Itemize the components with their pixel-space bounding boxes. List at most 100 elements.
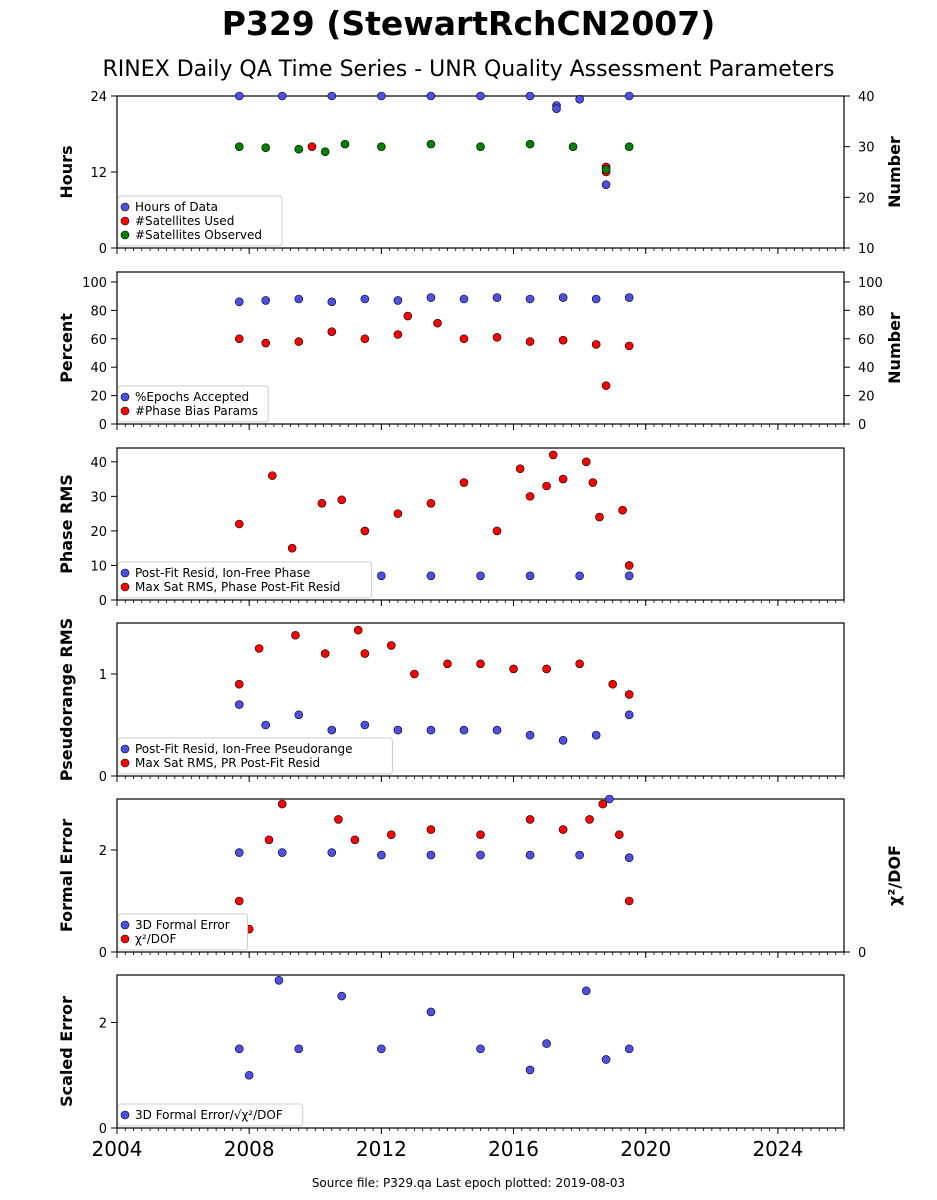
data-point [476, 1044, 485, 1054]
x-tick-label: 2020 [620, 1137, 671, 1161]
data-point [353, 625, 363, 635]
data-point [525, 850, 535, 860]
y-tick-label: 10 [90, 559, 107, 574]
legend-marker [120, 1110, 130, 1120]
data-point [492, 293, 502, 302]
legend-label: %Epochs Accepted [135, 390, 249, 404]
data-point [320, 147, 330, 157]
legend-box [117, 195, 283, 247]
y-right-axis-label: Number [885, 136, 904, 208]
y-tick-label: 0 [99, 594, 107, 609]
y-tick-label: 40 [90, 361, 107, 376]
legend-label: #Satellites Observed [135, 228, 262, 242]
y-right-tick-label: 80 [858, 304, 875, 319]
y-right-tick-label: 60 [858, 333, 875, 348]
data-point [591, 340, 601, 349]
data-point [443, 659, 452, 669]
data-point [360, 334, 370, 344]
data-point [337, 991, 347, 1001]
chart-panel: 0 20 40 60 80 100 0 20 40 60 80 100 Percent Number %Ep… [57, 271, 904, 433]
data-point [525, 571, 535, 581]
data-point [291, 630, 300, 640]
data-point [426, 293, 436, 302]
data-point [459, 478, 469, 487]
data-point [525, 730, 535, 740]
data-point [277, 799, 287, 809]
data-point [614, 830, 624, 840]
y-right-tick-label: 20 [858, 390, 875, 405]
data-point [264, 835, 274, 845]
data-point [558, 293, 568, 302]
data-point [426, 1007, 436, 1017]
data-point [476, 830, 485, 840]
y-axis-label: Hours [57, 145, 76, 198]
data-point [426, 139, 436, 149]
legend-box [117, 913, 248, 951]
data-point [525, 492, 535, 501]
y-axis-label: Scaled Error [57, 996, 76, 1107]
data-point [426, 725, 436, 735]
data-point [386, 641, 396, 650]
legend-label: 3D Formal Error/√χ²/DOF [135, 1108, 283, 1122]
data-point [492, 333, 502, 342]
legend-marker [120, 758, 130, 768]
x-tick-label: 2024 [752, 1137, 803, 1161]
y-tick-label: 0 [99, 770, 107, 785]
data-point [393, 509, 403, 518]
data-point [624, 690, 634, 699]
data-point [575, 571, 584, 581]
data-point [277, 91, 287, 101]
y-right-tick-label: 0 [858, 418, 866, 433]
y-tick-label: 30 [90, 490, 107, 505]
data-point [317, 498, 327, 508]
legend-label: 3D Formal Error [135, 918, 230, 932]
y-tick-label: 2 [99, 844, 107, 859]
data-point [426, 498, 436, 508]
data-point [595, 512, 604, 522]
data-point [575, 659, 584, 669]
x-tick-label: 2016 [488, 1137, 539, 1161]
data-point [294, 294, 304, 304]
y-axis-label: Pseudorange RMS [57, 618, 76, 781]
data-point [234, 700, 244, 709]
data-point [350, 835, 360, 845]
legend-label: χ²/DOF [135, 932, 176, 946]
data-point [234, 848, 244, 857]
legend-label: Max Sat RMS, Phase Post-Fit Resid [135, 580, 340, 594]
x-tick-label: 2008 [224, 1137, 275, 1161]
y-right-axis-label: Number [885, 312, 904, 384]
data-point [426, 825, 436, 834]
legend-marker [120, 920, 130, 930]
legend: Post-Fit Resid, Ion-Free PseudorangeMax … [117, 737, 393, 775]
y-right-tick-label: 10 [858, 242, 875, 257]
y-axis-label: Percent [57, 313, 76, 383]
data-point [327, 297, 337, 307]
data-point [360, 720, 370, 730]
data-point [244, 1070, 254, 1080]
data-point [294, 337, 304, 346]
footer-source: Source file: P329.qa Last epoch plotted:… [311, 1176, 626, 1190]
legend-label: Post-Fit Resid, Ion-Free Pseudorange [135, 742, 353, 756]
data-point [277, 848, 287, 857]
y-tick-label: 0 [99, 1122, 107, 1137]
data-point [525, 91, 535, 101]
chart-panel: 0 10 20 30 40 Phase RMS Post-Fit Resid, Ion-Fr… [57, 447, 845, 609]
data-point [581, 986, 591, 996]
legend: Hours of Data#Satellites Used#Satellites… [117, 195, 283, 247]
data-point [426, 571, 436, 581]
data-point [360, 294, 370, 304]
legend-marker [120, 934, 130, 944]
data-point [234, 297, 244, 307]
legend-box [117, 1103, 304, 1127]
data-point [581, 457, 591, 467]
data-point [509, 664, 518, 674]
data-point [360, 649, 370, 658]
data-point [327, 91, 337, 101]
data-point [294, 144, 304, 154]
legend-label: Post-Fit Resid, Ion-Free Phase [135, 566, 310, 580]
y-right-tick-label: 100 [858, 276, 883, 291]
data-point [393, 296, 403, 305]
data-point [261, 143, 271, 152]
